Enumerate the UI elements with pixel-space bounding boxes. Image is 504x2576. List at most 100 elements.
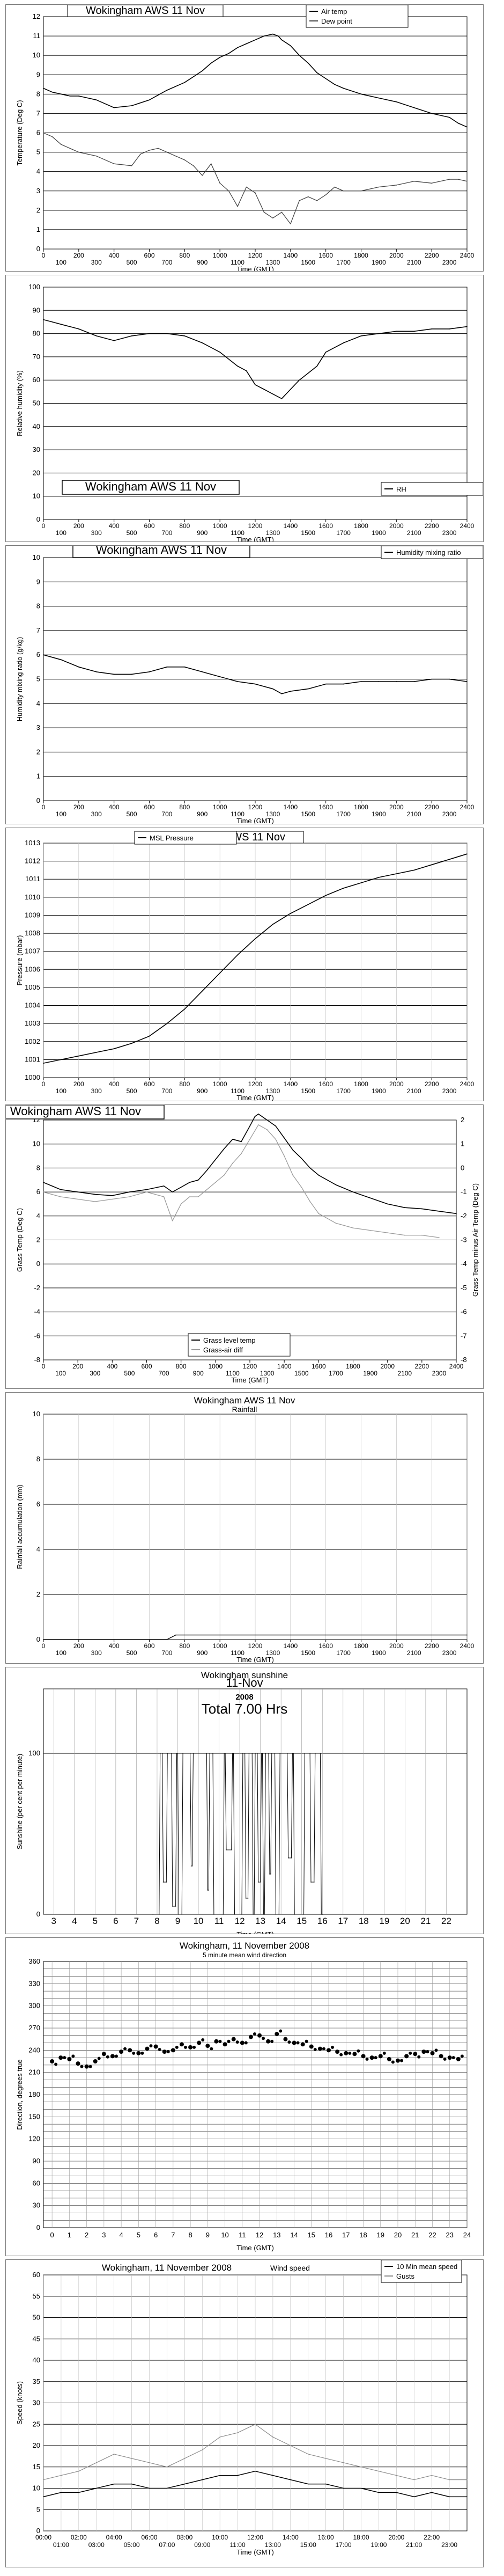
x-tick-label: 2400 — [460, 252, 475, 259]
x-tick-label: 2000 — [389, 1080, 404, 1088]
y-tick-label: 30 — [33, 445, 40, 453]
x-tick-label: 1600 — [318, 522, 333, 530]
x-tick-label: 700 — [161, 810, 172, 818]
x-tick-label: 1600 — [318, 803, 333, 811]
x-tick-label: 18 — [359, 1916, 369, 1926]
data-point — [466, 126, 468, 128]
data-point — [360, 2487, 362, 2489]
data-point — [257, 1882, 259, 1883]
data-point — [343, 342, 344, 343]
x-tick-label: 100 — [56, 529, 66, 537]
data-point — [78, 2492, 79, 2493]
data-point — [357, 2049, 360, 2053]
data-point — [114, 2054, 118, 2058]
x-tick-label: 800 — [179, 1642, 190, 1650]
x-tick-label: 21:00 — [406, 2541, 422, 2549]
data-point — [224, 1148, 225, 1150]
y-tick-label: 2 — [36, 1590, 40, 1598]
x-tick-label: 1200 — [248, 1080, 263, 1088]
data-point — [262, 2037, 265, 2040]
data-point — [246, 186, 247, 188]
data-point — [237, 206, 238, 207]
data-point — [343, 683, 344, 685]
x-tick-label: 23 — [446, 2231, 454, 2239]
y-tick-label: 35 — [33, 2377, 40, 2385]
x-tick-label: 22 — [428, 2231, 436, 2239]
x-tick-label: 1400 — [283, 1642, 298, 1650]
x-tick-label: 1000 — [213, 803, 227, 811]
data-point — [378, 186, 380, 188]
x-tick-label: 400 — [109, 1080, 120, 1088]
data-point — [269, 1874, 270, 1875]
x-tick-label: 0 — [42, 1363, 46, 1370]
data-point — [320, 1753, 321, 1754]
data-point — [466, 326, 468, 327]
data-point — [112, 1195, 113, 1196]
data-point — [387, 2057, 391, 2061]
x-tick-label: 6 — [113, 1916, 118, 1926]
x-tick-label: 2000 — [389, 522, 404, 530]
chart-title: Wokingham AWS 11 Nov — [96, 546, 227, 557]
data-point — [175, 1634, 176, 1636]
data-point — [146, 1191, 147, 1192]
data-point — [294, 1914, 295, 1915]
data-point — [175, 156, 176, 157]
data-point — [292, 1150, 294, 1151]
data-point — [149, 99, 150, 100]
x-tick-label: 400 — [109, 522, 120, 530]
y-tick-label: 50 — [33, 2314, 40, 2322]
data-point — [113, 2483, 115, 2485]
x-tick-label: 14:00 — [283, 2534, 299, 2541]
y-tick-label: 0 — [36, 2527, 40, 2535]
data-point — [325, 78, 327, 79]
data-point — [272, 393, 273, 394]
data-point — [449, 179, 450, 180]
chart-total: Total 7.00 Hrs — [202, 1701, 287, 1717]
x-axis-title: Time (GMT) — [236, 1930, 274, 1934]
y-tick-label: 1009 — [25, 911, 40, 919]
data-point — [215, 1182, 216, 1183]
data-point — [192, 2045, 196, 2049]
y-tick-label: 1001 — [25, 1055, 40, 1063]
y-tick-label: 8 — [36, 90, 40, 98]
data-point — [275, 2032, 279, 2037]
data-point — [258, 1114, 259, 1115]
y-tick-label: 10 — [33, 553, 40, 561]
chart-title: Wokingham, 11 November 2008 — [180, 1941, 309, 1951]
x-tick-label: 600 — [144, 1642, 154, 1650]
data-point — [309, 1201, 311, 1202]
data-point — [263, 211, 265, 213]
data-point — [78, 328, 79, 330]
data-point — [369, 1197, 371, 1199]
data-point — [281, 211, 283, 213]
x-tick-label: 200 — [73, 522, 84, 530]
x-tick-label: 900 — [197, 810, 207, 818]
data-point — [360, 681, 362, 682]
data-point — [325, 194, 327, 195]
data-point — [421, 1208, 423, 1210]
data-point — [54, 2062, 58, 2066]
x-tick-label: 14 — [290, 2231, 298, 2239]
data-point — [210, 163, 212, 165]
title-box — [72, 543, 250, 558]
data-point — [316, 200, 318, 201]
data-point — [218, 2039, 222, 2043]
x-tick-label: 1300 — [266, 1087, 280, 1095]
data-point — [93, 2059, 98, 2063]
data-point — [325, 683, 327, 685]
data-point — [78, 1055, 79, 1057]
y-tick-label: 20 — [33, 2441, 40, 2449]
x-tick-label: 1500 — [294, 1370, 309, 1377]
x-tick-label: 2400 — [460, 1642, 475, 1650]
y-tick-label: 5 — [36, 2505, 40, 2513]
data-point — [189, 1196, 190, 1197]
data-point — [335, 1184, 337, 1185]
y2-tick-label: -1 — [461, 1188, 467, 1196]
data-point — [396, 873, 397, 874]
x-axis-title: Time (GMT) — [236, 265, 274, 271]
data-point — [430, 2051, 435, 2055]
y-tick-label: 1006 — [25, 965, 40, 973]
data-point — [166, 1023, 168, 1024]
data-point — [413, 2479, 415, 2480]
x-tick-label: 10 — [194, 1916, 204, 1926]
